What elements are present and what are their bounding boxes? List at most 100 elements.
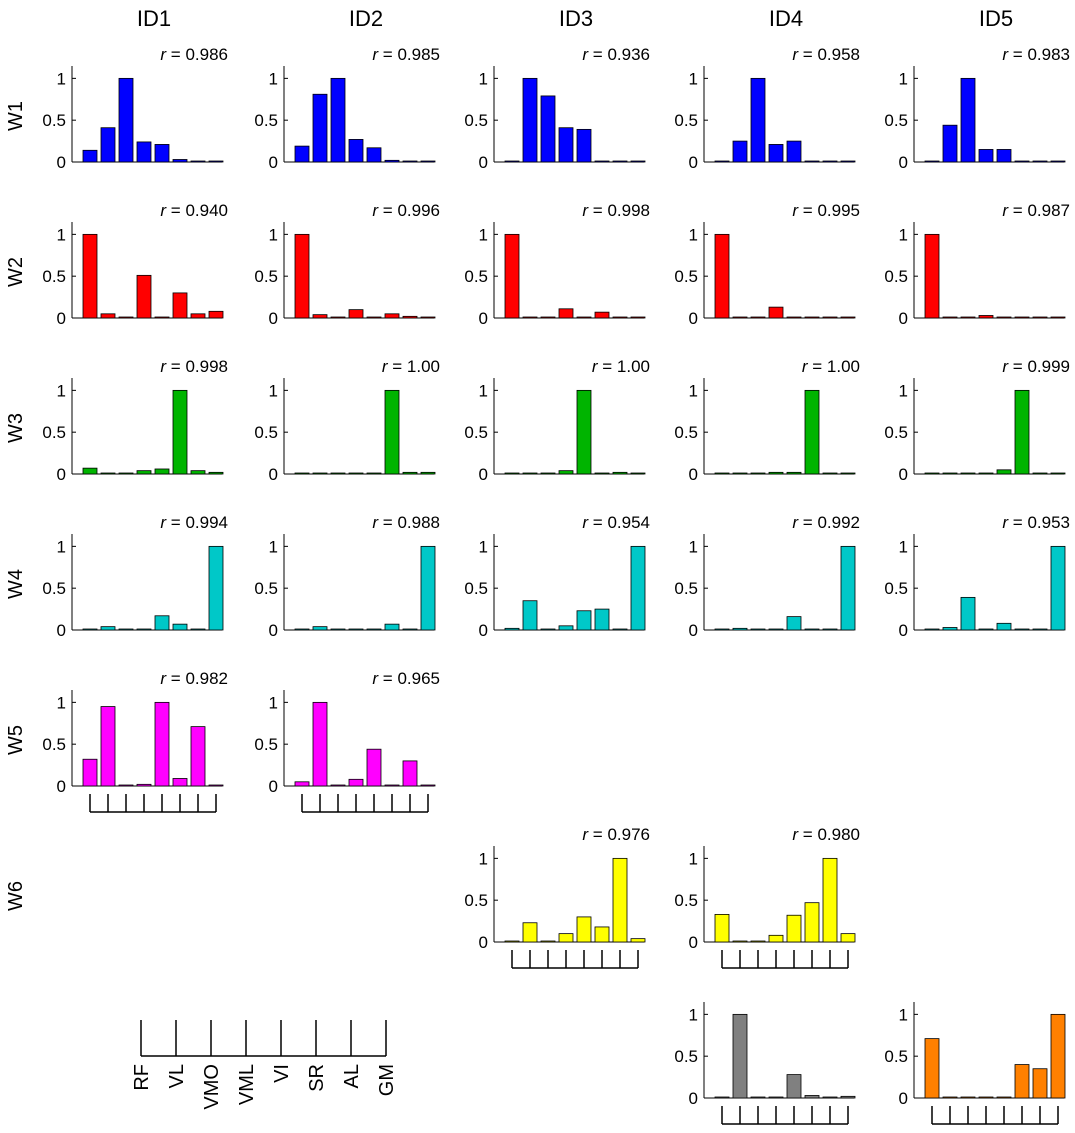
bar-vmo bbox=[118, 316, 134, 319]
y-tick-label: 0.5 bbox=[254, 735, 278, 754]
y-tick-label: 0.5 bbox=[674, 267, 698, 286]
y-tick-label: 1 bbox=[269, 537, 278, 556]
y-tick-label: 0.5 bbox=[42, 111, 66, 130]
bar-vml bbox=[348, 309, 364, 319]
bar-vl bbox=[942, 1096, 958, 1099]
r-value-label: r = 1.00 bbox=[802, 357, 860, 376]
bar-vmo bbox=[330, 472, 346, 475]
bar-al bbox=[190, 726, 206, 787]
r-value-label: r = 0.998 bbox=[582, 201, 650, 220]
bar-vl bbox=[942, 627, 958, 631]
bar-rf bbox=[504, 160, 520, 163]
muscle-axis-w5-id2 bbox=[301, 794, 429, 813]
y-tick-label: 1 bbox=[689, 849, 698, 868]
row-label-w3: W3 bbox=[5, 413, 27, 443]
y-tick-label: 1 bbox=[689, 225, 698, 244]
panel-w2-id3: r = 0.998 0 0.5 1 bbox=[464, 201, 650, 328]
panel-w1-id3: r = 0.936 0 0.5 1 bbox=[464, 45, 650, 172]
bar-vi bbox=[576, 610, 592, 631]
y-tick-label: 1 bbox=[57, 225, 66, 244]
y-tick-label: 0 bbox=[479, 309, 488, 328]
bar-sr bbox=[804, 316, 820, 319]
y-tick-label: 0.5 bbox=[464, 891, 488, 910]
bar-al bbox=[612, 316, 628, 319]
bar-vmo bbox=[750, 77, 766, 163]
column-label-id3: ID3 bbox=[559, 6, 593, 31]
bar-gm bbox=[420, 471, 436, 475]
y-tick-label: 0 bbox=[689, 153, 698, 172]
bar-gm bbox=[630, 160, 646, 163]
y-tick-label: 0 bbox=[899, 153, 908, 172]
bar-vmo bbox=[960, 77, 976, 163]
bar-vl bbox=[312, 472, 328, 475]
bar-sr bbox=[804, 1095, 820, 1099]
bar-sr bbox=[1014, 1064, 1030, 1099]
y-tick-label: 0.5 bbox=[674, 579, 698, 598]
bar-sr bbox=[384, 313, 400, 319]
bar-gm bbox=[208, 471, 224, 475]
r-value-label: r = 0.958 bbox=[792, 45, 860, 64]
y-tick-label: 1 bbox=[479, 69, 488, 88]
panel-w4-id5: r = 0.953 0 0.5 1 bbox=[884, 513, 1070, 640]
bar-vl bbox=[942, 316, 958, 319]
bar-vi bbox=[154, 701, 170, 787]
bar-rf bbox=[714, 472, 730, 475]
y-tick-label: 0.5 bbox=[254, 267, 278, 286]
bar-rf bbox=[924, 1038, 940, 1099]
bar-vi bbox=[154, 316, 170, 319]
bar-rf bbox=[294, 628, 310, 631]
r-value-label: r = 0.940 bbox=[160, 201, 228, 220]
panel-w3-id5: r = 0.999 0 0.5 1 bbox=[884, 357, 1070, 484]
panel-w1-id5: r = 0.983 0 0.5 1 bbox=[884, 45, 1070, 172]
bar-vmo bbox=[750, 472, 766, 475]
r-value-label: r = 0.983 bbox=[1002, 45, 1070, 64]
bar-vmo bbox=[750, 628, 766, 631]
y-tick-label: 1 bbox=[899, 381, 908, 400]
y-tick-label: 0 bbox=[57, 309, 66, 328]
bar-vi bbox=[576, 316, 592, 319]
row-label-w5: W5 bbox=[5, 725, 27, 755]
bar-sr bbox=[172, 778, 188, 787]
bar-sr bbox=[1014, 389, 1030, 475]
bar-gm bbox=[420, 545, 436, 631]
y-tick-label: 0 bbox=[269, 621, 278, 640]
y-tick-label: 1 bbox=[689, 69, 698, 88]
y-tick-label: 0.5 bbox=[464, 111, 488, 130]
y-tick-label: 1 bbox=[689, 537, 698, 556]
bar-sr bbox=[594, 311, 610, 319]
bar-vl bbox=[100, 313, 116, 319]
bar-vml bbox=[978, 628, 994, 631]
bar-al bbox=[402, 471, 418, 475]
bar-vmo bbox=[330, 77, 346, 163]
bar-gm bbox=[420, 160, 436, 163]
y-tick-label: 0 bbox=[479, 465, 488, 484]
bar-vi bbox=[366, 316, 382, 319]
bar-vmo bbox=[330, 316, 346, 319]
column-label-id4: ID4 bbox=[769, 6, 803, 31]
y-tick-label: 0 bbox=[57, 621, 66, 640]
bar-rf bbox=[714, 628, 730, 631]
y-tick-label: 0 bbox=[899, 465, 908, 484]
bar-gm bbox=[840, 160, 856, 163]
muscle-label-rf: RF bbox=[131, 1064, 153, 1091]
bar-vml bbox=[136, 628, 152, 631]
bar-vi bbox=[576, 128, 592, 163]
y-tick-label: 1 bbox=[899, 225, 908, 244]
bar-vml bbox=[558, 127, 574, 163]
bar-rf bbox=[714, 914, 730, 943]
bar-gm bbox=[840, 545, 856, 631]
column-label-id5: ID5 bbox=[979, 6, 1013, 31]
bar-rf bbox=[504, 233, 520, 319]
bar-vi bbox=[996, 316, 1012, 319]
bar-sr bbox=[172, 159, 188, 163]
bar-vl bbox=[732, 940, 748, 943]
bar-vml bbox=[978, 149, 994, 163]
y-tick-label: 0.5 bbox=[674, 423, 698, 442]
bar-al bbox=[190, 470, 206, 475]
muscle-label-gm: GM bbox=[376, 1064, 398, 1096]
panel-w5-id1: r = 0.982 0 0.5 1 bbox=[42, 669, 228, 796]
y-tick-label: 0 bbox=[57, 465, 66, 484]
bar-rf bbox=[504, 627, 520, 631]
